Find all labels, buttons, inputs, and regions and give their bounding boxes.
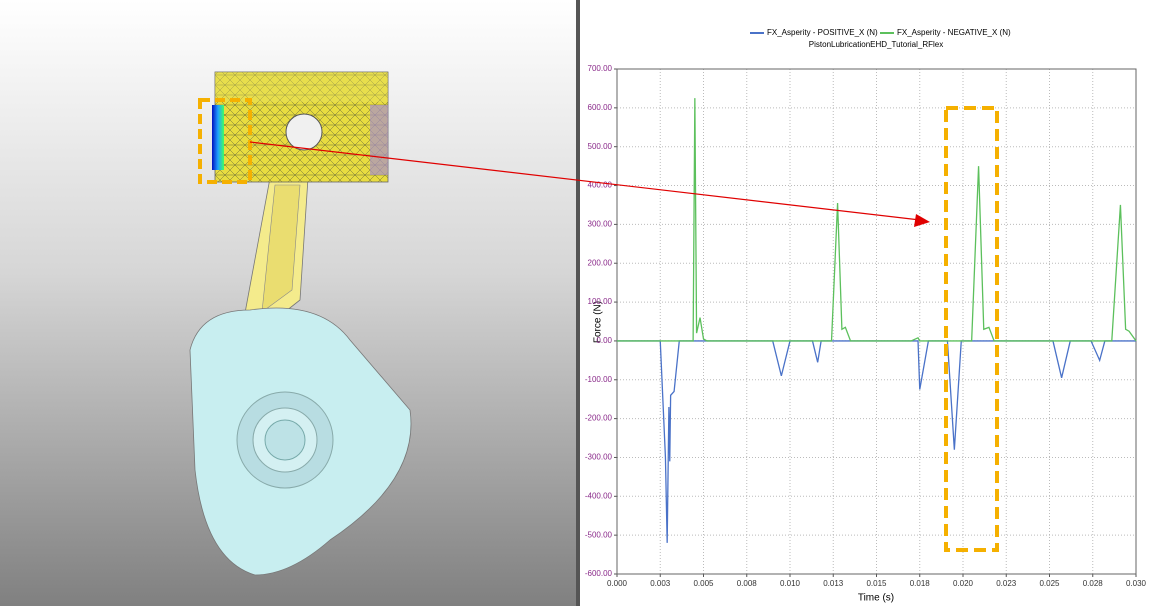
x-tick-label: 0.010 (780, 579, 801, 588)
x-tick-label: 0.025 (1039, 579, 1060, 588)
x-tick-label: 0.005 (693, 579, 714, 588)
y-tick-label: -300.00 (585, 453, 613, 462)
divider (576, 0, 580, 606)
y-tick-label: 0.00 (596, 336, 612, 345)
y-tick-label: 200.00 (588, 258, 613, 267)
y-tick-label: 500.00 (588, 142, 613, 151)
x-tick-label: 0.030 (1126, 579, 1147, 588)
y-tick-label: -500.00 (585, 530, 613, 539)
x-tick-label: 0.013 (823, 579, 844, 588)
y-tick-label: -600.00 (585, 569, 613, 578)
y-tick-label: 700.00 (588, 64, 613, 73)
x-tick-label: 0.023 (996, 579, 1017, 588)
y-tick-label: 300.00 (588, 219, 613, 228)
screen: PistonLubricationEHD_Tutorial_RFlex Time… (0, 0, 1152, 606)
x-tick-label: 0.020 (953, 579, 974, 588)
y-tick-label: -100.00 (585, 375, 613, 384)
y-tick-label: 600.00 (588, 103, 613, 112)
x-tick-label: 0.000 (607, 579, 628, 588)
x-axis-label: Time (s) (858, 593, 894, 604)
x-tick-label: 0.003 (650, 579, 671, 588)
x-tick-label: 0.018 (910, 579, 931, 588)
y-tick-label: -400.00 (585, 491, 613, 500)
x-tick-label: 0.028 (1083, 579, 1104, 588)
legend-label: FX_Asperity - NEGATIVE_X (N) (897, 28, 1011, 37)
x-tick-label: 0.008 (737, 579, 758, 588)
chart-title: PistonLubricationEHD_Tutorial_RFlex (809, 40, 943, 49)
y-tick-label: -200.00 (585, 414, 613, 423)
x-tick-label: 0.015 (866, 579, 887, 588)
y-tick-label: 100.00 (588, 297, 613, 306)
viewport-3d (0, 0, 576, 606)
legend-label: FX_Asperity - POSITIVE_X (N) (767, 28, 878, 37)
chart-panel (580, 0, 1152, 606)
